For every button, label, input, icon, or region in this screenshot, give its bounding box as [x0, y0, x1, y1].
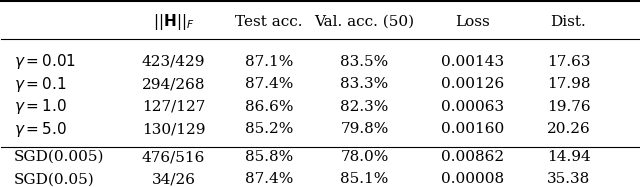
Text: $\gamma = 1.0$: $\gamma = 1.0$ — [14, 97, 67, 116]
Text: $\gamma = 5.0$: $\gamma = 5.0$ — [14, 120, 67, 139]
Text: 83.5%: 83.5% — [340, 55, 388, 69]
Text: 14.94: 14.94 — [547, 150, 590, 164]
Text: 85.2%: 85.2% — [245, 122, 293, 136]
Text: 0.00063: 0.00063 — [442, 100, 504, 114]
Text: 17.98: 17.98 — [547, 77, 590, 91]
Text: 87.1%: 87.1% — [245, 55, 293, 69]
Text: $||\mathbf{H}||_F$: $||\mathbf{H}||_F$ — [152, 12, 195, 32]
Text: 85.8%: 85.8% — [245, 150, 293, 164]
Text: 20.26: 20.26 — [547, 122, 590, 136]
Text: 294/268: 294/268 — [141, 77, 205, 91]
Text: 0.00126: 0.00126 — [442, 77, 504, 91]
Text: 87.4%: 87.4% — [245, 172, 293, 186]
Text: 78.0%: 78.0% — [340, 150, 388, 164]
Text: 79.8%: 79.8% — [340, 122, 388, 136]
Text: Val. acc. (50): Val. acc. (50) — [314, 15, 415, 29]
Text: 476/516: 476/516 — [141, 150, 205, 164]
Text: 127/127: 127/127 — [141, 100, 205, 114]
Text: 87.4%: 87.4% — [245, 77, 293, 91]
Text: $\gamma = 0.01$: $\gamma = 0.01$ — [14, 52, 76, 71]
Text: 86.6%: 86.6% — [244, 100, 293, 114]
Text: $\gamma = 0.1$: $\gamma = 0.1$ — [14, 75, 67, 94]
Text: 85.1%: 85.1% — [340, 172, 388, 186]
Text: Test acc.: Test acc. — [236, 15, 303, 29]
Text: Dist.: Dist. — [550, 15, 586, 29]
Text: Loss: Loss — [456, 15, 490, 29]
Text: 423/429: 423/429 — [141, 55, 205, 69]
Text: 0.00008: 0.00008 — [442, 172, 504, 186]
Text: SGD(0.005): SGD(0.005) — [14, 150, 104, 164]
Text: SGD(0.05): SGD(0.05) — [14, 172, 95, 186]
Text: 0.00143: 0.00143 — [442, 55, 504, 69]
Text: 82.3%: 82.3% — [340, 100, 388, 114]
Text: 35.38: 35.38 — [547, 172, 590, 186]
Text: 0.00862: 0.00862 — [442, 150, 504, 164]
Text: 0.00160: 0.00160 — [442, 122, 504, 136]
Text: 17.63: 17.63 — [547, 55, 590, 69]
Text: 19.76: 19.76 — [547, 100, 590, 114]
Text: 130/129: 130/129 — [141, 122, 205, 136]
Text: 83.3%: 83.3% — [340, 77, 388, 91]
Text: 34/26: 34/26 — [152, 172, 195, 186]
